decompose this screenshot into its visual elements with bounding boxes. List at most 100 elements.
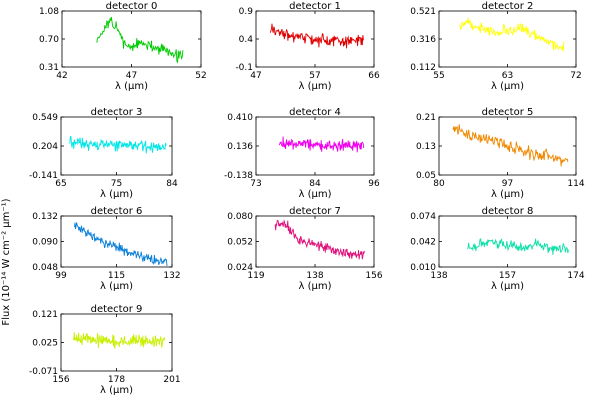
chart-title: detector 8 [482,206,534,217]
plot-frame [255,215,375,268]
y-tick-label: 0.052 [227,238,253,248]
x-tick-label: 55 [433,71,444,81]
y-tick-label: 0.048 [32,263,58,273]
plot-frame [438,10,577,68]
y-tick-label: 0.080 [227,212,253,222]
y-tick-label: 1.08 [39,7,59,17]
x-tick-label: 47 [126,71,137,81]
spectrum-line-detector-0 [96,16,184,64]
y-tick-label: 0.4 [239,35,254,45]
x-axis-label: λ (μm) [100,189,133,200]
x-axis-label: λ (μm) [100,385,133,396]
spectrum-line-detector-4 [278,136,365,153]
x-tick-label: 57 [309,71,320,81]
plot-frame [61,10,202,68]
chart-panel-8: detector 8 138 157 174 0.010 0.042 0.074 λ (μm) [410,206,585,292]
y-tick-label: 0.121 [32,310,58,320]
chart-title: detector 1 [289,1,341,12]
y-tick-label: 0.549 [32,113,58,123]
x-tick-label: 174 [567,271,584,281]
y-tick-label: -0.141 [29,171,58,181]
chart-panel-7: detector 7 119 138 156 0.024 0.052 0.080 λ (μm) [227,206,383,292]
y-tick-label: -0.138 [224,171,253,181]
chart-title: detector 7 [289,206,341,217]
chart-panel-0: detector 0 42 47 52 0.31 0.70 1.08 λ (μm) [39,1,207,92]
x-tick-label: 72 [570,71,581,81]
x-tick-label: 84 [309,179,321,189]
chart-title: detector 4 [289,107,341,118]
y-tick-label: 0.204 [32,142,58,152]
chart-panel-9: detector 9 156 178 201 -0.071 0.025 0.121 λ (μm… [29,304,181,396]
x-tick-label: 157 [499,271,516,281]
y-tick-label: 0.132 [32,212,58,222]
chart-panel-4: detector 4 73 84 96 -0.138 0.136 0.410 λ (μm) [224,107,380,200]
x-tick-label: 66 [368,71,380,81]
chart-title: detector 9 [91,304,143,315]
x-tick-label: 65 [55,179,66,189]
chart-panel-2: detector 2 55 63 72 0.112 0.316 0.521 λ (μm) [410,1,581,92]
spectrum-line-detector-7 [274,219,365,260]
chart-title: detector 3 [91,107,143,118]
y-tick-label: 0.074 [410,212,436,222]
spectrum-line-detector-8 [467,238,569,255]
x-tick-label: 63 [502,71,513,81]
y-tick-label: 0.024 [227,263,253,273]
x-tick-label: 47 [250,71,261,81]
x-tick-label: 138 [306,271,323,281]
y-tick-label: -0.071 [29,367,58,377]
x-tick-label: 156 [52,375,69,385]
x-tick-label: 138 [430,271,447,281]
x-tick-label: 42 [56,71,67,81]
spectrum-line-detector-9 [72,332,166,349]
x-tick-label: 80 [433,179,445,189]
y-tick-label: -0.1 [235,63,253,73]
x-axis-label: λ (μm) [298,189,331,200]
chart-title: detector 5 [482,107,534,118]
x-axis-label: λ (μm) [491,189,524,200]
x-tick-label: 73 [250,179,261,189]
y-tick-label: 0.316 [410,35,436,45]
chart-panel-3: detector 3 65 75 84 -0.141 0.204 0.549 λ (μm) [29,107,178,200]
chart-title: detector 0 [106,1,158,12]
y-tick-label: 0.025 [32,339,58,349]
spectrum-line-detector-1 [269,23,364,49]
x-axis-label: λ (μm) [100,281,133,292]
x-axis-label: λ (μm) [491,81,524,92]
chart-panel-1: detector 1 47 57 66 -0.1 0.4 0.9 λ (μm) [235,1,380,92]
x-tick-label: 99 [55,271,67,281]
x-tick-label: 97 [502,179,513,189]
y-tick-label: 0.13 [416,142,436,152]
chart-panel-6: detector 6 99 115 132 0.048 0.090 0.132 λ (μm) [32,206,180,292]
spectrum-line-detector-6 [74,222,168,267]
x-tick-label: 156 [365,271,382,281]
x-axis-label: λ (μm) [298,81,331,92]
y-tick-label: 0.31 [39,63,59,73]
y-tick-label: 0.136 [227,142,253,152]
figure-y-axis-label: Flux (10⁻¹⁴ W cm⁻² μm⁻¹) [1,198,12,325]
y-tick-label: 0.010 [410,263,436,273]
y-tick-label: 0.112 [410,63,436,73]
x-tick-label: 115 [108,271,125,281]
chart-title: detector 2 [482,1,534,12]
x-tick-label: 84 [166,179,178,189]
chart-panel-5: detector 5 80 97 114 0.05 0.13 0.21 λ (μm) [416,107,585,200]
x-tick-label: 75 [111,179,122,189]
x-tick-label: 178 [108,375,125,385]
y-tick-label: 0.090 [32,238,58,248]
x-axis-label: λ (μm) [491,281,524,292]
y-tick-label: 0.70 [39,35,59,45]
x-axis-label: λ (μm) [298,281,331,292]
spectrum-line-detector-3 [69,136,167,154]
chart-title: detector 6 [91,206,143,217]
x-tick-label: 96 [368,179,380,189]
x-tick-label: 119 [247,271,264,281]
spectrum-line-detector-2 [458,17,565,52]
y-tick-label: 0.042 [410,238,436,248]
y-tick-label: 0.05 [416,171,436,181]
x-tick-label: 52 [195,71,206,81]
y-tick-label: 0.9 [239,7,254,17]
x-tick-label: 114 [567,179,584,189]
x-tick-label: 201 [163,375,180,385]
y-tick-label: 0.521 [410,7,436,17]
y-tick-label: 0.410 [227,113,253,123]
